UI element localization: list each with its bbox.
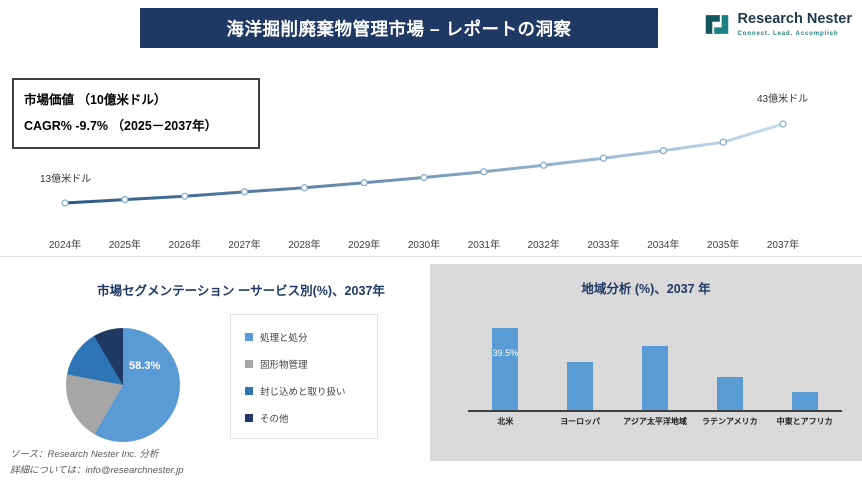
brand-logo: Research Nester Connect. Lead. Accomplis… bbox=[702, 11, 852, 37]
bar bbox=[641, 345, 668, 410]
legend-label: 封じ込めと取り扱い bbox=[260, 386, 346, 398]
legend-item: 封じ込めと取り扱い bbox=[245, 377, 377, 404]
bar-group bbox=[618, 310, 693, 410]
legend-label: その他 bbox=[260, 413, 289, 425]
brand-text: Research Nester Connect. Lead. Accomplis… bbox=[737, 11, 852, 37]
bar-category-label: アジア太平洋地域 bbox=[623, 417, 687, 426]
line-start-value-label: 13億米ドル bbox=[40, 174, 92, 185]
x-axis-tick-label: 2030年 bbox=[407, 240, 441, 251]
legend-swatch bbox=[245, 386, 253, 395]
market-value-box: 市場価値 （10億米ドル） CAGR% -9.7% （2025－2037年） bbox=[12, 78, 260, 149]
x-axis-tick-label: 2032年 bbox=[527, 240, 560, 251]
pie-slice-value-label: 58.3% bbox=[129, 359, 161, 372]
line-end-value-label: 43億米ドル bbox=[757, 94, 809, 105]
legend-swatch bbox=[245, 359, 253, 368]
bar-category-label: 中東とアフリカ bbox=[776, 417, 833, 426]
line-chart-x-axis: 2024年 2025年 2026年 2027年 2028年 2029年 2030年 2031年… bbox=[0, 236, 862, 251]
page-title: 海洋掘削廃棄物管理市場 – レポートの洞察 bbox=[226, 18, 572, 39]
bar bbox=[716, 376, 743, 410]
legend-swatch bbox=[245, 413, 253, 422]
segmentation-legend: 処理と処分固形物管理封じ込めと取り扱い その他 bbox=[230, 314, 378, 439]
x-axis-tick-label: 2026年 bbox=[168, 240, 201, 251]
x-axis-tick-label: 2034年 bbox=[647, 240, 680, 251]
research-nester-logo-icon bbox=[702, 12, 732, 37]
x-axis-tick-label: 2029年 bbox=[348, 240, 381, 251]
bar-group bbox=[767, 310, 842, 410]
x-axis-tick-label: 2033年 bbox=[587, 240, 620, 251]
brand-name: Research Nester bbox=[737, 11, 852, 27]
bar-group bbox=[543, 310, 618, 410]
segmentation-title: 市場セグメンテーション ーサービス別(%)、2037年 bbox=[97, 284, 385, 298]
bar bbox=[791, 392, 818, 410]
footer-source: ソース：Research Nester Inc. 分析 bbox=[10, 449, 159, 460]
legend-label: 処理と処分 bbox=[260, 332, 308, 344]
cagr-label: CAGR% -9.7% （2025－2037年） bbox=[24, 119, 218, 134]
x-axis-tick-label: 2031年 bbox=[467, 240, 500, 251]
bar-value-label: 39.5% bbox=[492, 348, 519, 358]
x-axis-tick-label: 2027年 bbox=[228, 240, 261, 251]
bar: 39.5% bbox=[492, 328, 519, 410]
bar-category-label: 北米 bbox=[497, 417, 514, 426]
market-value-line-chart bbox=[61, 120, 787, 207]
segmentation-section: 市場セグメンテーション ーサービス別(%)、2037年 58.3% 処理と処分固… bbox=[0, 264, 430, 460]
x-axis-tick-label: 2037年 bbox=[766, 240, 800, 251]
section-divider bbox=[0, 256, 862, 257]
legend-item: その他 bbox=[245, 404, 377, 431]
regional-title: 地域分析 (%)、2037 年 bbox=[581, 282, 711, 296]
bar-category-label: ラテンアメリカ bbox=[701, 417, 758, 426]
market-value-label: 市場価値 （10億米ドル） bbox=[24, 93, 167, 107]
x-axis-tick-label: 2025年 bbox=[108, 240, 141, 251]
header-banner: 海洋掘削廃棄物管理市場 – レポートの洞察 bbox=[140, 8, 658, 48]
bar-group bbox=[692, 310, 767, 410]
regional-bar-chart: 39.5% bbox=[468, 310, 842, 412]
legend-label: 固形物管理 bbox=[260, 359, 308, 371]
regional-analysis-panel: 地域分析 (%)、2037 年 39.5% 北米 ヨーロッパ アジア太平洋地域 ラテン… bbox=[430, 264, 862, 461]
regional-bar-labels: 北米 ヨーロッパ アジア太平洋地域 ラテンアメリカ 中東とアフリカ bbox=[468, 416, 842, 427]
x-axis-tick-label: 2028年 bbox=[288, 240, 321, 251]
legend-item: 処理と処分 bbox=[245, 323, 377, 350]
footer-details: 詳細については：info@researchnester.jp bbox=[10, 464, 184, 476]
bar-group: 39.5% bbox=[468, 310, 543, 410]
bar-category-label: ヨーロッパ bbox=[560, 417, 601, 426]
bar bbox=[567, 362, 594, 410]
segmentation-pie-chart: 58.3% bbox=[66, 328, 180, 442]
x-axis-tick-label: 2035年 bbox=[707, 240, 740, 251]
x-axis-tick-label: 2024年 bbox=[48, 240, 82, 251]
brand-tagline: Connect. Lead. Accomplish bbox=[737, 30, 839, 37]
legend-item: 固形物管理 bbox=[245, 350, 377, 377]
footer: ソース：Research Nester Inc. 分析 詳細については：info… bbox=[10, 447, 184, 478]
legend-swatch bbox=[245, 332, 253, 341]
